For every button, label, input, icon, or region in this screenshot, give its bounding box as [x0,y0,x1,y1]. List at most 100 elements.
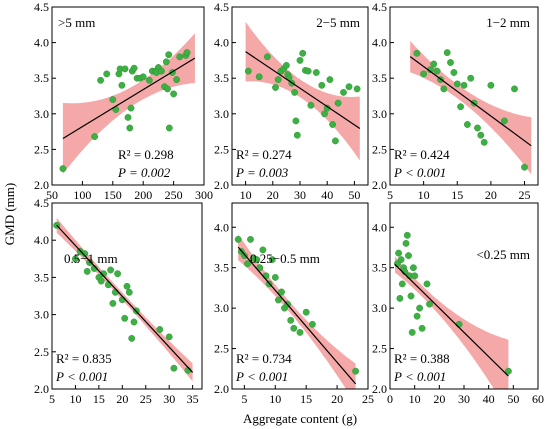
data-point [97,76,105,84]
x-tick-label: 50 [46,188,58,202]
data-point [292,117,300,125]
p-value-label: P = 0.003 [235,165,289,180]
x-tick-label: 10 [269,392,281,406]
y-tick-label: 4.5 [372,0,387,14]
r-squared-label: R² = 0.298 [118,147,174,162]
r-squared-label: R² = 0.274 [236,147,292,162]
x-tick-label: 25 [140,392,152,406]
panel-label: 1−2 mm [486,15,530,30]
data-point [423,280,431,288]
panel-label: 0.25−0.5 mm [250,251,320,266]
data-point [165,51,173,59]
y-tick-label: 3.0 [34,308,49,322]
x-tick-label: 35 [187,392,199,406]
y-tick-label: 3.0 [214,301,229,315]
panel-label: >5 mm [58,15,95,30]
data-point [293,131,301,139]
data-point [329,121,336,128]
x-tick-label: 20 [433,392,445,406]
data-point [353,85,361,93]
data-point [287,316,295,324]
data-point [511,85,518,93]
y-tick-label: 4.0 [372,36,387,50]
data-point [411,272,419,280]
data-point [121,314,129,322]
x-tick-label: 0 [387,392,393,406]
data-point [440,85,448,93]
data-point [402,239,410,247]
data-point [272,84,279,91]
x-axis-title: Aggregate content (g) [243,411,357,426]
x-tick-label: 10 [409,392,421,406]
data-point [308,320,316,328]
data-point [408,328,416,336]
x-tick-label: 10 [240,188,252,202]
x-tick-label: 40 [483,392,495,406]
y-tick-label: 4.0 [34,36,49,50]
y-tick-label: 4.0 [214,220,229,234]
data-point [443,49,451,56]
data-point [114,270,122,278]
data-point [165,333,173,341]
y-tick-label: 4.0 [214,36,229,50]
data-point [109,299,117,307]
x-tick-label: 50 [348,188,360,202]
data-point [487,81,495,89]
y-tick-label: 4.5 [34,0,49,14]
fit-line [56,224,194,373]
p-value-label: P < 0.001 [235,369,288,384]
fit-line [62,57,196,139]
panel-2: 2.0 2.5 3.0 3.5 4.0 4.5 10 20 30 40 50 2−5 mm R² = 0… [214,0,369,202]
data-point [318,81,326,89]
x-tick-label: 20 [267,188,279,202]
data-point [130,64,138,72]
data-point [259,246,267,254]
y-tick-label: 3.5 [34,71,49,85]
data-point [128,334,136,342]
panel-5: 2.0 2.5 3.0 3.5 4.0 5 10 15 20 25 0.25−0.5 mm R² = … [214,202,374,406]
y-tick-label: 2.5 [214,342,229,356]
y-tick-label: 3.5 [214,261,229,275]
fit-line [409,56,532,147]
data-point [430,60,438,68]
y-tick-label: 2.5 [34,142,49,156]
data-point [433,67,441,75]
x-tick-label: 25 [519,188,531,202]
plot-frame [231,202,369,390]
data-point [307,101,315,109]
data-point [91,133,99,141]
panel-label: 2−5 mm [316,15,360,30]
data-point [127,104,135,112]
y-tick-label: 3.0 [34,107,49,121]
x-tick-label: 250 [165,188,183,202]
data-point [145,76,153,84]
data-point [426,300,433,308]
data-point [409,264,417,272]
data-point [86,259,93,266]
data-point [296,57,304,64]
data-point [418,324,426,332]
data-point [407,292,415,300]
data-point [72,255,79,263]
x-tick-label: 10 [69,392,81,406]
x-tick-label: 300 [195,188,213,202]
data-point [331,137,339,145]
data-point [83,267,91,275]
data-point [420,70,427,78]
data-point [397,256,405,263]
r-squared-label: R² = 0.734 [236,351,292,366]
data-point [321,110,328,118]
y-tick-label: 2.0 [214,382,229,396]
y-tick-label: 2.5 [372,342,387,356]
data-point [123,282,131,290]
data-point [500,117,508,125]
data-point [170,364,178,372]
data-point [247,235,254,243]
data-point [111,288,119,296]
y-tick-label: 3.5 [214,71,229,85]
fit-line [394,264,509,377]
data-point [253,256,261,263]
data-point [109,96,117,104]
data-point [156,326,164,333]
confidence-band [245,21,360,161]
